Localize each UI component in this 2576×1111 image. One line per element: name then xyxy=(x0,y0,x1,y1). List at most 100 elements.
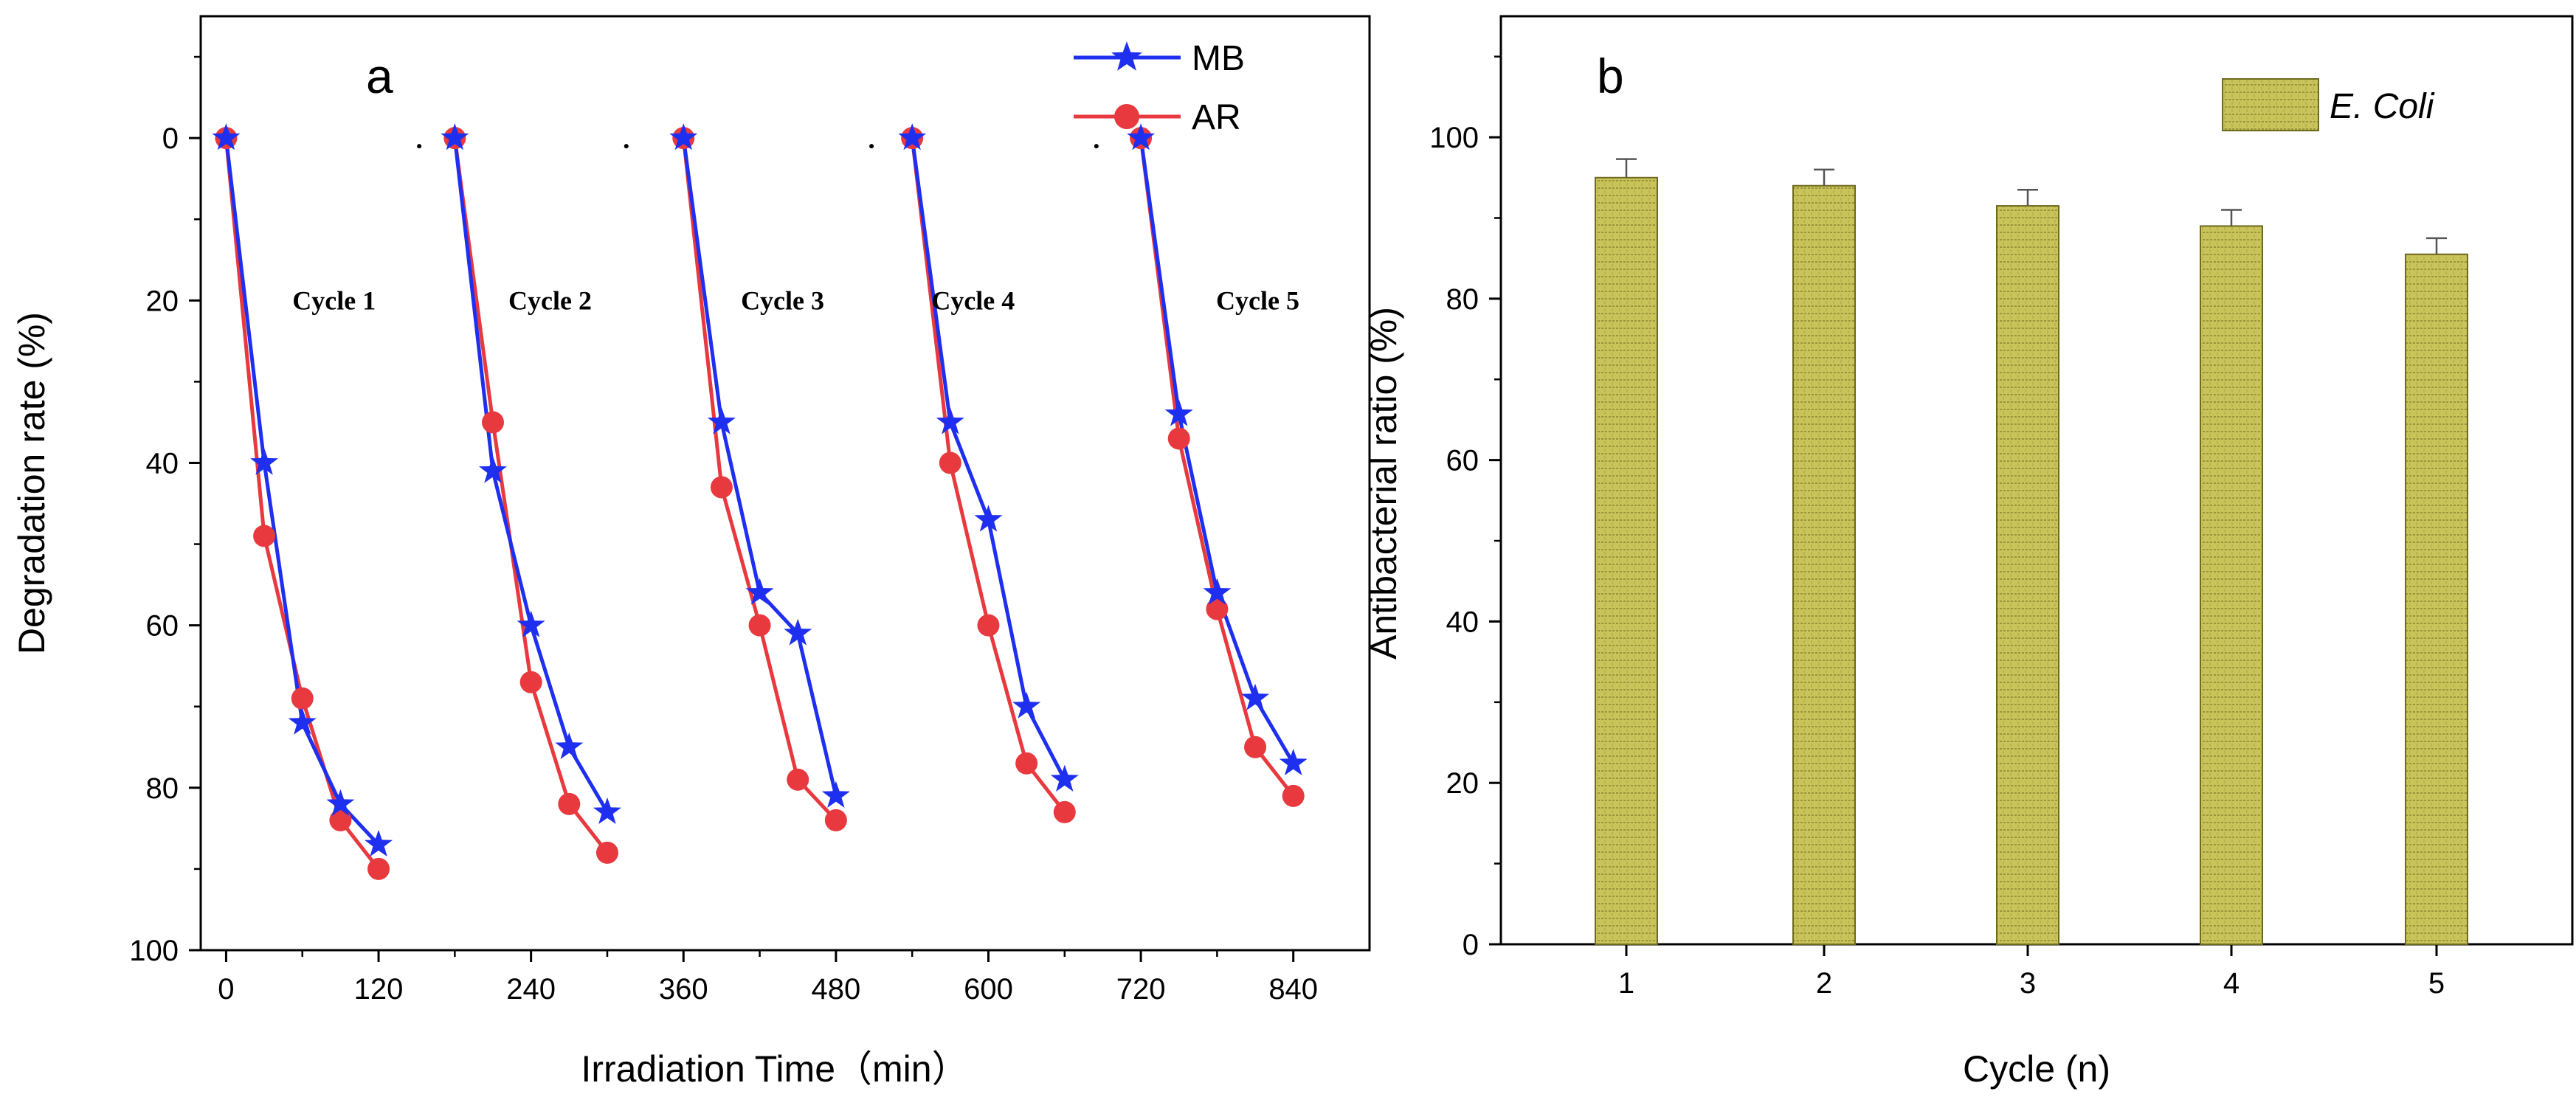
b-x-tick-label: 5 xyxy=(2428,967,2445,1000)
panel-b-legend: E. Coli xyxy=(2222,78,2435,131)
panel-b-axis-ticks xyxy=(1489,55,2438,956)
a-mb-point xyxy=(1279,748,1308,775)
a-mb-point xyxy=(974,505,1003,532)
panel-b-bar-chart: b 1 2 3 4 5 0 20 40 60 80 100 Cycle (n) Antibacter… xyxy=(1363,15,2574,1090)
a-x-tick-label: 840 xyxy=(1268,973,1318,1006)
legend-mb-label: MB xyxy=(1192,39,1245,78)
panel-a-tick-labels: 0 120 240 360 480 600 720 840 0 20 40 60 80 100 xyxy=(129,122,1318,1006)
b-y-tick-label: 80 xyxy=(1446,283,1479,316)
a-x-tick-label: 360 xyxy=(659,973,708,1006)
a-ar-point xyxy=(329,809,352,831)
a-mb-point xyxy=(479,456,507,483)
a-mb-line xyxy=(681,137,838,797)
a-x-tick-label: 120 xyxy=(354,973,404,1006)
a-mb-line xyxy=(224,137,380,846)
a-ar-point xyxy=(710,476,733,499)
a-ar-point xyxy=(977,614,1000,637)
panel-a-line-chart: a 0 120 240 360 480 600 720 840 0 20 40 60 80 100 Cyc… xyxy=(11,15,1371,1090)
panel-a-cycle-annotations: Cycle 1 Cycle 2 Cycle 3 Cycle 4 Cycle 5 xyxy=(292,285,1299,315)
a-mb-point xyxy=(1164,399,1193,426)
a-ar-line xyxy=(224,137,380,871)
a-mb-point xyxy=(1127,123,1156,150)
legend-ar-label: AR xyxy=(1192,98,1241,137)
a-mb-point xyxy=(365,829,393,857)
a-y-tick-label: 60 xyxy=(146,610,179,643)
a-ar-point xyxy=(595,841,618,864)
a-mb-point xyxy=(707,407,736,435)
b-x-tick-label: 4 xyxy=(2223,967,2240,1000)
a-y-tick-label: 40 xyxy=(146,447,179,480)
panel-a-x-axis-title: Irradiation Time（min） xyxy=(581,1048,968,1090)
a-mb-point xyxy=(593,797,621,824)
b-x-tick-label: 3 xyxy=(2020,967,2036,1000)
a-ar-line xyxy=(1139,137,1295,797)
legend-ar-circle-icon xyxy=(1114,104,1139,129)
a-y-tick-label: 80 xyxy=(146,772,179,805)
b-y-tick-label: 60 xyxy=(1446,445,1479,477)
panel-a-series-markers xyxy=(212,123,1308,880)
a-ar-point xyxy=(939,451,961,474)
a-stray-dot xyxy=(1094,144,1099,149)
a-ar-line xyxy=(910,137,1066,814)
a-ar-point xyxy=(291,687,314,710)
b-bar-cycle-3 xyxy=(1996,205,2059,945)
a-ar-point xyxy=(1053,800,1076,823)
a-y-tick-label: 0 xyxy=(162,122,179,155)
panel-b-y-axis-title: Antibacterial ratio (%) xyxy=(1363,307,1404,660)
a-mb-line xyxy=(452,137,610,814)
panel-a-letter: a xyxy=(366,49,393,103)
a-mb-point xyxy=(288,707,317,735)
a-y-tick-label: 20 xyxy=(146,285,179,317)
panel-a-series-lines xyxy=(224,137,1295,871)
a-ar-line xyxy=(681,137,838,822)
a-mb-point xyxy=(517,610,545,637)
a-mb-point xyxy=(821,781,850,808)
b-bar-cycle-5 xyxy=(2405,253,2468,945)
a-cycle-label: Cycle 5 xyxy=(1216,285,1299,315)
a-ar-point xyxy=(1167,427,1190,450)
a-stray-dot xyxy=(624,144,629,149)
a-ar-point xyxy=(253,525,276,547)
a-mb-point xyxy=(936,407,964,435)
legend-mb-star-icon xyxy=(1111,41,1142,71)
a-mb-point xyxy=(1203,578,1232,605)
a-ar-line xyxy=(452,137,609,854)
a-mb-point xyxy=(1012,691,1041,719)
panel-b-bars xyxy=(1595,176,2468,946)
panel-a-y-axis-title: Degradation rate (%) xyxy=(11,312,52,654)
b-y-tick-label: 20 xyxy=(1446,767,1479,800)
a-stray-dot xyxy=(869,144,874,149)
panel-a-plot-frame xyxy=(199,15,1371,952)
panel-b-letter: b xyxy=(1597,49,1624,103)
a-x-tick-label: 720 xyxy=(1116,973,1166,1006)
a-x-tick-label: 600 xyxy=(964,973,1013,1006)
b-x-tick-label: 1 xyxy=(1618,967,1634,1000)
a-mb-point xyxy=(898,123,927,150)
a-ar-point xyxy=(1282,784,1305,807)
panel-b-x-axis-title: Cycle (n) xyxy=(1963,1048,2110,1090)
a-mb-line xyxy=(910,137,1067,781)
panel-a-legend: MB AR xyxy=(1074,39,1245,137)
a-mb-point xyxy=(669,123,698,150)
a-ar-point xyxy=(519,671,542,693)
a-mb-point xyxy=(326,789,355,816)
a-mb-point xyxy=(212,123,241,150)
a-ar-point xyxy=(1244,736,1267,758)
a-ar-point xyxy=(824,809,847,831)
a-ar-point xyxy=(1206,598,1229,620)
a-mb-point xyxy=(555,732,584,759)
a-ar-point xyxy=(748,614,771,637)
a-ar-point xyxy=(1015,752,1038,775)
a-ar-point xyxy=(787,768,809,791)
a-mb-point xyxy=(250,448,279,475)
panel-b-tick-labels: 1 2 3 4 5 0 20 40 60 80 100 xyxy=(1429,122,2445,1000)
a-mb-point xyxy=(784,618,812,646)
b-bar-cycle-4 xyxy=(2200,225,2263,945)
a-cycle-label: Cycle 3 xyxy=(741,285,824,315)
panel-a-stray-dots xyxy=(417,144,1099,149)
b-y-tick-label: 40 xyxy=(1446,606,1479,638)
b-bar-cycle-1 xyxy=(1595,176,1658,946)
a-stray-dot xyxy=(417,144,422,149)
legend-ecoli-swatch xyxy=(2222,78,2319,131)
